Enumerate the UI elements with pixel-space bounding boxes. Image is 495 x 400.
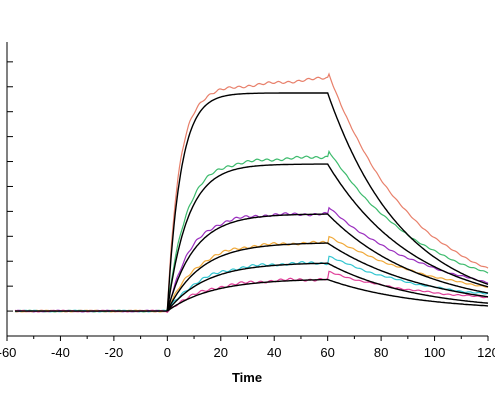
x-tick-label: 20 <box>214 345 228 360</box>
series-line-6 <box>14 270 488 314</box>
x-tick-label: 0 <box>164 345 171 360</box>
series-line-2 <box>14 149 489 313</box>
x-tick-label: 80 <box>374 345 388 360</box>
fit-curves-layer <box>15 92 489 312</box>
fit-line-4 <box>166 242 489 312</box>
axes: -60 -40 -20 0 20 40 60 80 100 120 <box>0 42 495 360</box>
x-tick-label: 100 <box>424 345 446 360</box>
fit-line-1 <box>166 92 489 312</box>
fit-line-5 <box>166 262 489 312</box>
x-tick-label: 120 <box>477 345 495 360</box>
x-tick-label: 60 <box>320 345 334 360</box>
x-tick-label: -40 <box>51 345 70 360</box>
fit-line-2 <box>166 163 489 312</box>
x-tick-label: 40 <box>267 345 281 360</box>
series-layer <box>14 72 489 314</box>
x-tick-label: -20 <box>104 345 123 360</box>
series-line-3 <box>14 206 489 313</box>
fit-line-6 <box>166 278 489 312</box>
series-line-1 <box>14 72 489 313</box>
x-axis-title: Time <box>232 370 262 385</box>
fit-line-3 <box>166 213 489 312</box>
x-tick-label: -60 <box>0 345 16 360</box>
